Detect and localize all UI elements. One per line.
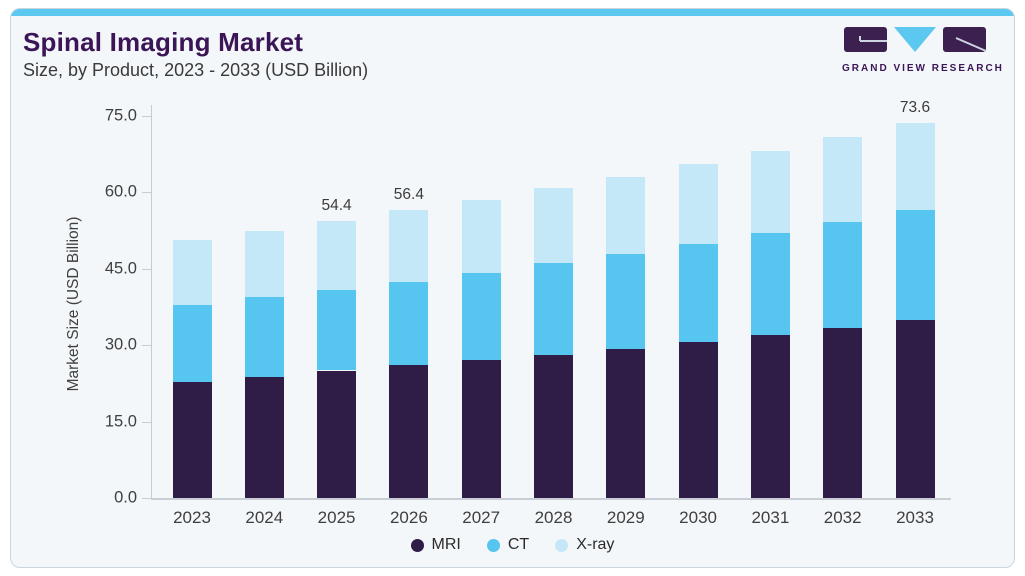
x-tick-label: 2029 [606,508,645,527]
bar-segment-ct[interactable] [678,243,718,342]
bar-segment-ct[interactable] [317,289,357,371]
chart-header: Spinal Imaging Market Size, by Product, … [23,27,368,81]
brand-logo: GRAND VIEW RESEARCH [842,27,1004,74]
x-tick-label: 2033 [896,508,934,527]
legend-label: X-ray [576,536,615,553]
y-tick-label: 30.0 [104,335,137,354]
x-tick-label: 2023 [173,508,211,527]
bar-segment-xray[interactable] [461,199,501,273]
bar-segment-xray[interactable] [750,151,790,234]
legend-label: MRI [431,536,461,553]
y-axis-title: Market Size (USD Billion) [65,216,82,392]
x-axis-line [151,498,951,500]
bar-segment-ct[interactable] [823,221,863,328]
x-tick-label: 2026 [389,508,428,527]
bar-segment-ct[interactable] [461,272,501,361]
bar-segment-mri[interactable] [895,320,935,498]
bar-segment-xray[interactable] [172,239,212,305]
bar-segment-mri[interactable] [461,360,501,498]
bar-segment-mri[interactable] [750,334,790,498]
bar-segment-xray[interactable] [389,210,429,283]
bar-segment-ct[interactable] [606,253,646,349]
bar-segment-ct[interactable] [172,304,212,382]
x-tick-label: 2030 [679,508,717,527]
legend-swatch [555,538,569,552]
brand-name: GRAND VIEW RESEARCH [842,63,1004,74]
legend-label: CT [507,536,530,553]
x-tick-label: 2031 [751,508,790,527]
x-tick-label: 2024 [245,508,284,527]
x-tick-label: 2032 [823,508,862,527]
bar-segment-mri[interactable] [534,354,573,498]
bar-segment-mri[interactable] [678,341,718,498]
y-tick-label: 0.0 [114,488,137,507]
y-tick-mark [142,268,151,270]
bar-total-label: 73.6 [899,98,931,116]
bar-segment-mri[interactable] [823,327,863,498]
bar-segment-xray[interactable] [244,230,284,298]
bar-segment-xray[interactable] [317,220,357,290]
bar-total-label: 56.4 [393,186,424,204]
bar-segment-ct[interactable] [244,297,284,377]
y-tick-mark [142,192,151,193]
chart-area: Market Size (USD Billion) 0.0 15.0 30.0 45.… [11,9,1014,567]
bar-segment-ct[interactable] [750,233,790,335]
y-tick-label: 75.0 [104,106,137,124]
bar-segment-xray[interactable] [678,164,718,244]
x-tick-label: 2025 [317,508,356,527]
legend-item-ct[interactable]: CT [486,536,530,554]
bar-segment-mri[interactable] [606,348,646,498]
bar-segment-mri[interactable] [244,376,284,498]
bar-segment-ct[interactable] [389,282,429,366]
y-tick-mark [142,115,151,117]
y-tick-label: 15.0 [104,412,137,430]
y-axis-line [151,105,152,498]
chart-card: Spinal Imaging Market Size, by Product, … [10,8,1015,568]
accent-strip [11,9,1014,16]
bar-segment-xray[interactable] [823,137,863,222]
bar-segment-ct[interactable] [895,210,935,320]
page-title: Spinal Imaging Market [23,27,304,57]
legend: MRI CT X-ray [11,536,1014,554]
legend-swatch [486,538,500,552]
chart-subtitle: Size, by Product, 2023 - 2033 (USD Billi… [23,60,369,80]
bar-segment-xray[interactable] [606,176,646,254]
legend-swatch [410,538,424,552]
bar-segment-mri[interactable] [389,365,429,498]
bar-segment-mri[interactable] [317,370,357,498]
y-tick-mark [142,421,151,423]
x-tick-label: 2027 [462,508,501,527]
gvr-logo-icon [844,27,987,52]
legend-item-mri[interactable]: MRI [410,536,461,554]
legend-item-xray[interactable]: X-ray [555,536,614,554]
bar-segment-ct[interactable] [534,263,573,355]
bar-segment-xray[interactable] [895,122,935,211]
x-tick-label: 2028 [534,508,573,527]
bar-segment-xray[interactable] [534,188,573,264]
y-tick-mark [142,345,151,346]
bar-total-label: 54.4 [321,196,352,214]
y-tick-mark [142,498,151,499]
y-tick-label: 60.0 [104,182,137,201]
bar-segment-mri[interactable] [172,381,212,498]
y-tick-label: 45.0 [104,259,137,277]
